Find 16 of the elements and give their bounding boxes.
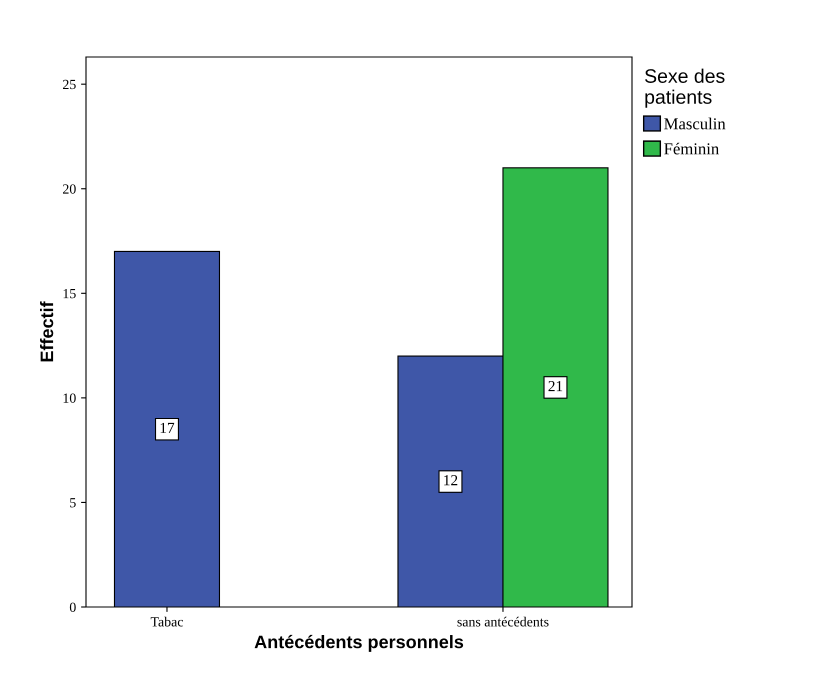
- y-tick-label: 15: [64, 288, 76, 298]
- x-tick-label: sans antécédents: [457, 616, 549, 626]
- y-tick-label: 0: [70, 602, 76, 612]
- y-tick-label: 25: [63, 80, 76, 90]
- y-tick-label: 20: [63, 184, 76, 194]
- x-tick-label: Tabac: [150, 616, 184, 626]
- y-tick-label: 5: [70, 498, 76, 508]
- y-axis-title: Effectif: [40, 301, 54, 362]
- legend-label: Masculin: [664, 118, 726, 130]
- legend-title: Sexe des patients: [645, 68, 725, 108]
- x-axis-title: Antécédents personnels: [254, 634, 464, 652]
- data-label: 21: [548, 380, 562, 392]
- data-label: 12: [444, 475, 458, 486]
- legend-label: Féminin: [664, 142, 719, 154]
- data-label: 17: [160, 422, 174, 433]
- y-tick-label: 10: [64, 393, 76, 403]
